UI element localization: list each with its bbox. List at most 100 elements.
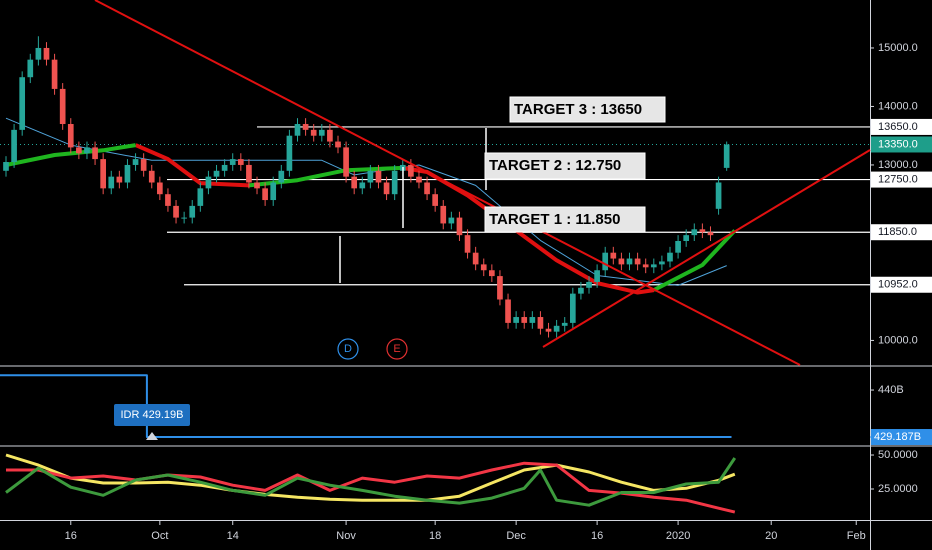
candle-body xyxy=(505,299,511,323)
candle-body xyxy=(610,252,617,259)
candle-body xyxy=(578,287,584,294)
candle-body xyxy=(391,170,398,195)
candle-body xyxy=(213,170,220,177)
candle-body xyxy=(424,182,430,195)
current-price-tag xyxy=(871,136,932,153)
candle-body xyxy=(537,317,544,329)
dividend-marker[interactable] xyxy=(337,338,359,360)
candle-body xyxy=(3,162,9,171)
target-label: TARGET 3 : 13650 xyxy=(514,101,642,118)
candle-body xyxy=(270,182,277,201)
candle-body xyxy=(715,182,722,209)
last-value-tag xyxy=(871,429,932,446)
candle-body xyxy=(294,124,301,136)
candle-body xyxy=(480,264,487,271)
candle-body xyxy=(132,159,139,165)
candle-body xyxy=(472,252,479,265)
y-tick-label: 15000.0 xyxy=(878,42,918,54)
y-tick-label: 50.0000 xyxy=(878,449,918,461)
candle-body xyxy=(489,270,495,277)
candle-body xyxy=(327,129,333,142)
level-label: 10952.0 xyxy=(878,279,918,291)
panel-2: 50.0000 25.0000 xyxy=(5,449,918,514)
candle-body xyxy=(157,182,163,195)
candle-body xyxy=(553,325,560,332)
x-tick-label: 2020 xyxy=(666,530,690,542)
candle-body xyxy=(140,159,147,171)
candle-body xyxy=(448,217,455,224)
candle-body xyxy=(367,170,374,183)
x-tick-label: Oct xyxy=(151,530,168,542)
trend-line xyxy=(542,149,871,348)
candle-body xyxy=(375,170,382,183)
last-value-label: 429.187B xyxy=(874,431,921,443)
candle-body xyxy=(148,170,155,183)
candle-body xyxy=(440,205,447,224)
candle-body xyxy=(173,205,179,218)
candle-body xyxy=(124,164,131,183)
candle-body xyxy=(221,164,228,171)
candle-body xyxy=(683,235,690,241)
candle-body xyxy=(569,293,576,323)
candle-body xyxy=(456,217,463,236)
candle-body xyxy=(602,252,609,271)
candle-body xyxy=(707,232,714,236)
target-box xyxy=(484,206,646,233)
candle-body xyxy=(262,188,268,201)
candle-body xyxy=(318,129,325,136)
candle-body xyxy=(116,176,123,183)
marker-label: E xyxy=(393,343,400,355)
candle-body xyxy=(521,317,528,323)
candle-body xyxy=(545,328,552,332)
candle-body xyxy=(634,258,641,265)
candle-body xyxy=(19,77,26,130)
candle-body xyxy=(165,194,171,206)
candle-body xyxy=(237,159,244,165)
candle-body xyxy=(229,159,236,165)
level-tag xyxy=(871,224,932,241)
candle-body xyxy=(51,59,58,89)
candle-body xyxy=(246,164,252,183)
candle-body xyxy=(100,159,106,189)
target-box xyxy=(509,96,666,123)
candle-body xyxy=(618,258,625,265)
target-labels: TARGET 3 : 13650 TARGET 2 : 12.750 TARGE… xyxy=(484,96,666,233)
level-label: 13650.0 xyxy=(878,121,918,133)
x-tick-label: Feb xyxy=(847,530,866,542)
x-tick-label: 20 xyxy=(765,530,777,542)
candle-body xyxy=(723,144,730,168)
tooltip-box xyxy=(114,404,190,426)
candle-body xyxy=(351,176,358,189)
candle-body xyxy=(205,176,212,189)
candle-body xyxy=(27,59,34,78)
candle-body xyxy=(278,170,285,183)
target-label: TARGET 1 : 11.850 xyxy=(489,211,620,228)
earnings-marker[interactable] xyxy=(386,338,408,360)
candle-body xyxy=(254,182,260,189)
candle-body xyxy=(497,276,503,300)
candle-body xyxy=(586,281,592,288)
current-price-label: 13350.0 xyxy=(878,138,918,150)
trend-line xyxy=(94,0,801,366)
level-tag xyxy=(871,276,932,293)
y-tick-label: 10000.0 xyxy=(878,334,918,346)
x-tick-label: Dec xyxy=(506,530,526,542)
x-tick-label: 18 xyxy=(429,530,441,542)
candle-body xyxy=(43,47,50,60)
level-label: 12750.0 xyxy=(878,173,918,185)
candle-body xyxy=(310,129,317,136)
level-tag xyxy=(871,118,932,135)
candle-body xyxy=(84,147,90,154)
y-tick-label: 14000.0 xyxy=(878,100,918,112)
candle-body xyxy=(335,141,341,148)
candle-body xyxy=(67,124,74,148)
candle-body xyxy=(11,129,17,163)
candle-body xyxy=(408,164,414,177)
x-tick-label: Nov xyxy=(336,530,356,542)
candle-body xyxy=(108,176,115,189)
candle-body xyxy=(667,252,673,262)
candle-body xyxy=(699,229,706,233)
candle-body xyxy=(675,240,681,253)
